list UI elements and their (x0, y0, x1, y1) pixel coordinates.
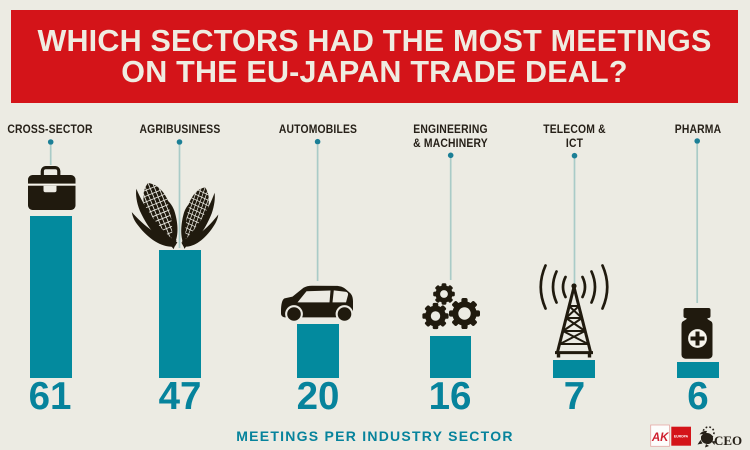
svg-text:EUROPA: EUROPA (674, 435, 689, 439)
svg-text:CEO: CEO (714, 433, 742, 448)
svg-text:AK: AK (651, 432, 669, 444)
